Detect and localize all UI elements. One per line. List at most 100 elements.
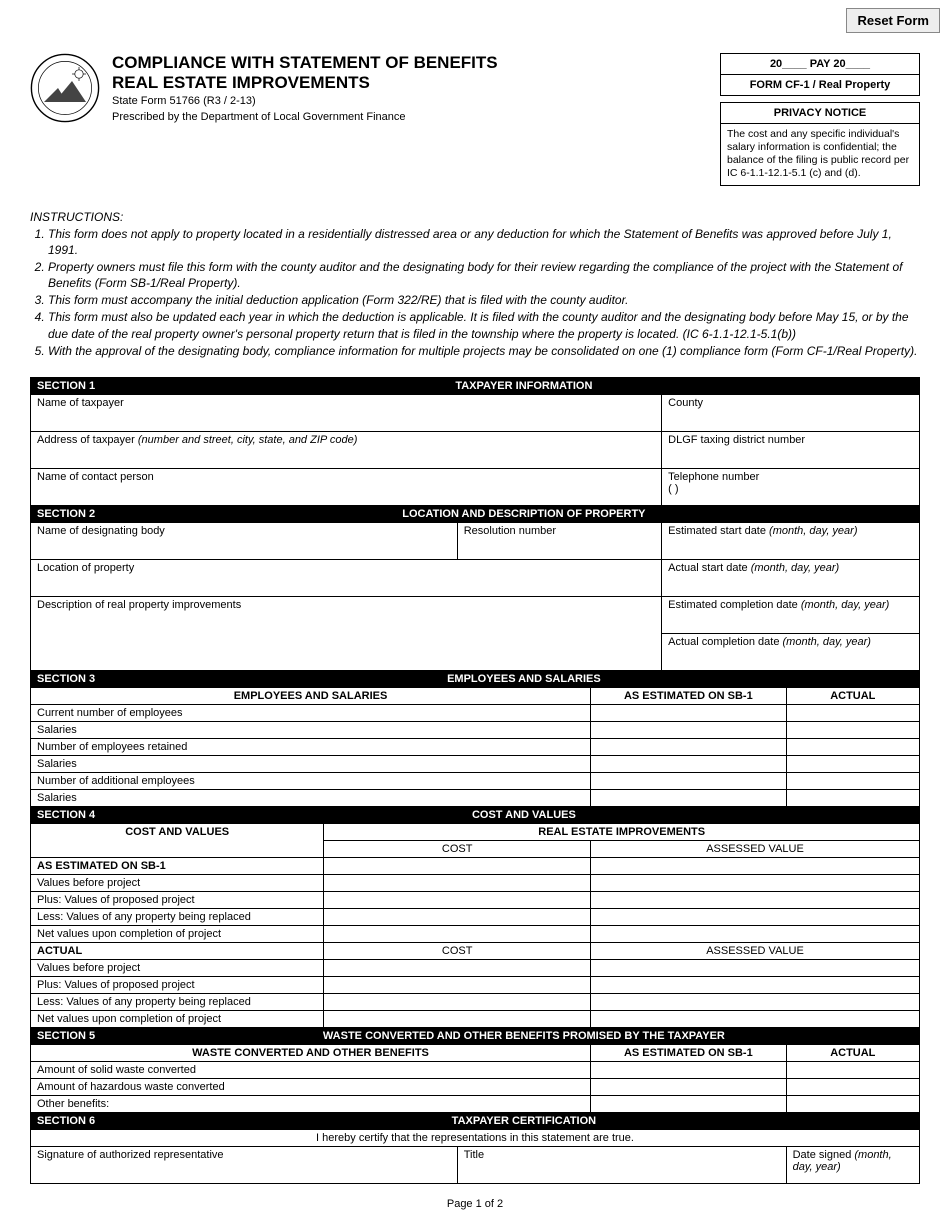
s4-cell[interactable] [324,858,591,875]
s3-cell[interactable] [786,790,919,807]
resolution-label: Resolution number [464,525,556,537]
instruction-item: Property owners must file this form with… [48,259,920,291]
description-label: Description of real property improvement… [37,599,241,611]
section6-label: SECTION 6 [31,1113,129,1130]
page-number: Page 1 of 2 [30,1198,920,1210]
form-name-line: FORM CF-1 / Real Property [721,74,919,95]
s3-row: Number of employees retained [31,739,591,756]
reset-form-button[interactable]: Reset Form [846,8,940,33]
contact-label: Name of contact person [37,471,154,483]
s4-row: Values before project [31,875,324,892]
name-taxpayer-label: Name of taxpayer [37,397,124,409]
section5-title: WASTE CONVERTED AND OTHER BENEFITS PROMI… [323,1030,725,1042]
privacy-body: The cost and any specific individual's s… [721,123,919,185]
phone-value: ( ) [668,483,678,495]
section2-title: LOCATION AND DESCRIPTION OF PROPERTY [402,508,645,520]
s3-cell[interactable] [786,739,919,756]
s3-cell[interactable] [786,705,919,722]
section1-label: SECTION 1 [31,378,129,395]
s3-cell[interactable] [591,773,787,790]
s4-assessed-hdr2: ASSESSED VALUE [591,943,920,960]
s4-row: Less: Values of any property being repla… [31,909,324,926]
s3-col2: AS ESTIMATED ON SB-1 [591,688,787,705]
s3-row: Salaries [31,790,591,807]
s3-cell[interactable] [786,773,919,790]
s4-cell[interactable] [591,960,920,977]
s5-col3: ACTUAL [786,1045,919,1062]
s4-cell[interactable] [591,892,920,909]
form-number: State Form 51766 (R3 / 2-13) [112,94,720,108]
s5-col1: WASTE CONVERTED AND OTHER BENEFITS [31,1045,591,1062]
s4-cell[interactable] [324,977,591,994]
county-label: County [668,397,703,409]
s4-cell[interactable] [591,909,920,926]
s4-sub-est: AS ESTIMATED ON SB-1 [31,858,324,875]
instructions-block: INSTRUCTIONS: This form does not apply t… [30,210,920,360]
s5-cell[interactable] [591,1062,787,1079]
s3-cell[interactable] [786,756,919,773]
s4-row: Net values upon completion of project [31,926,324,943]
s5-row: Other benefits: [31,1096,591,1113]
certify-text: I hereby certify that the representation… [31,1130,920,1147]
section2-label: SECTION 2 [31,506,129,523]
s4-assessed-hdr: ASSESSED VALUE [591,841,920,858]
s4-cell[interactable] [324,926,591,943]
instruction-item: This form must accompany the initial ded… [48,292,920,308]
s5-col2: AS ESTIMATED ON SB-1 [591,1045,787,1062]
section3-label: SECTION 3 [31,671,129,688]
s5-cell[interactable] [786,1096,919,1113]
s3-col3: ACTUAL [786,688,919,705]
s4-cell[interactable] [591,858,920,875]
instruction-item: This form must also be updated each year… [48,309,920,341]
s3-cell[interactable] [591,756,787,773]
s4-supercol: REAL ESTATE IMPROVEMENTS [324,824,920,841]
s5-row: Amount of hazardous waste converted [31,1079,591,1096]
instruction-item: With the approval of the designating bod… [48,343,920,359]
s4-cell[interactable] [324,994,591,1011]
s4-cell[interactable] [324,1011,591,1028]
s4-row: Less: Values of any property being repla… [31,994,324,1011]
est-start-label: Estimated start date (month, day, year) [668,525,857,537]
section3-title: EMPLOYEES AND SALARIES [447,673,601,685]
s4-cell[interactable] [591,994,920,1011]
s5-cell[interactable] [591,1096,787,1113]
s4-cost-hdr2: COST [324,943,591,960]
s3-cell[interactable] [786,722,919,739]
s3-cell[interactable] [591,705,787,722]
date-signed-label: Date signed (month, day, year) [793,1149,892,1173]
instructions-heading: INSTRUCTIONS: [30,210,920,224]
s4-cell[interactable] [324,909,591,926]
s3-row: Salaries [31,756,591,773]
s4-cell[interactable] [324,875,591,892]
s4-row: Plus: Values of proposed project [31,977,324,994]
location-label: Location of property [37,562,134,574]
s4-row: Net values upon completion of project [31,1011,324,1028]
s3-cell[interactable] [591,722,787,739]
act-start-label: Actual start date (month, day, year) [668,562,839,574]
s3-row: Salaries [31,722,591,739]
prescribed-by: Prescribed by the Department of Local Go… [112,110,720,124]
s4-cell[interactable] [591,977,920,994]
s4-cell[interactable] [591,926,920,943]
s3-col1: EMPLOYEES AND SALARIES [31,688,591,705]
s4-col1: COST AND VALUES [31,824,324,858]
s5-cell[interactable] [786,1062,919,1079]
s4-cell[interactable] [324,960,591,977]
s4-cell[interactable] [324,892,591,909]
s3-cell[interactable] [591,739,787,756]
title-field-label: Title [464,1149,484,1161]
section4-label: SECTION 4 [31,807,129,824]
form-title-line2: REAL ESTATE IMPROVEMENTS [112,73,720,93]
instruction-item: This form does not apply to property loc… [48,226,920,258]
s3-row: Number of additional employees [31,773,591,790]
s5-cell[interactable] [786,1079,919,1096]
s3-row: Current number of employees [31,705,591,722]
section6-title: TAXPAYER CERTIFICATION [452,1115,596,1127]
s4-cell[interactable] [591,1011,920,1028]
s4-cell[interactable] [591,875,920,892]
act-complete-label: Actual completion date (month, day, year… [668,636,871,648]
state-seal-icon [30,53,100,123]
s3-cell[interactable] [591,790,787,807]
phone-label: Telephone number [668,471,759,483]
s5-cell[interactable] [591,1079,787,1096]
